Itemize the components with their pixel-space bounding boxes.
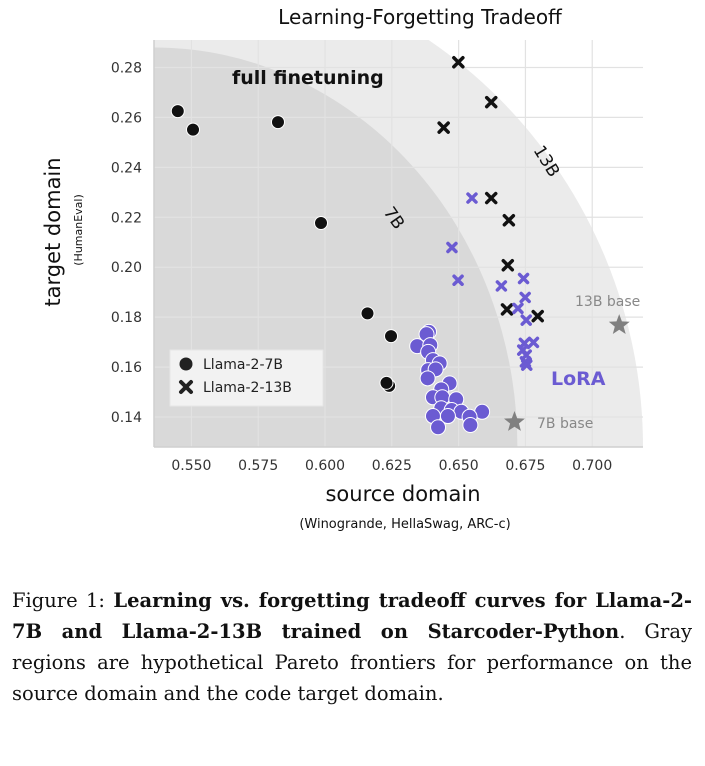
x-tick-label: 0.700 — [572, 458, 612, 474]
x-tick-label: 0.550 — [171, 458, 211, 474]
tradeoff-chart: Learning-Forgetting Tradeoff 0.550 0.575 0… — [41, 5, 643, 532]
full-finetuning-llama-2-7b-point — [360, 306, 375, 321]
lora-llama-2-13b-point — [521, 359, 533, 371]
annotation-full-finetuning: full finetuning — [232, 67, 384, 89]
lora-llama-2-13b-point — [495, 280, 508, 292]
full-finetuning-llama-2-13b-point — [502, 214, 516, 227]
figure-caption: Figure 1: Learning vs. forgetting tradeo… — [12, 585, 692, 709]
lora-llama-2-7b-point — [430, 419, 447, 436]
x-tick-label: 0.625 — [372, 458, 412, 474]
base-llama-2-7b-star-point — [504, 411, 525, 431]
legend-x-icon — [179, 380, 193, 394]
lora-llama-2-13b-point — [517, 272, 530, 285]
full-finetuning-llama-2-13b-point — [500, 303, 514, 316]
chart-title: Learning-Forgetting Tradeoff — [278, 5, 563, 29]
y-axis-label: target domain — [41, 157, 65, 306]
full-finetuning-llama-2-13b-point — [437, 121, 450, 134]
lora-llama-2-13b-point — [512, 302, 524, 315]
annotation-7b-base: 7B base — [537, 416, 593, 432]
caption-text: . Gray regions are hypothetical Pareto f… — [12, 620, 692, 705]
lora-llama-2-13b-point — [452, 274, 464, 286]
full-finetuning-llama-2-7b-point — [170, 104, 185, 119]
legend-label-13b: Llama-2-13B — [203, 380, 292, 396]
full-finetuning-llama-2-13b-point — [501, 258, 515, 272]
legend-circle-icon — [179, 357, 193, 371]
lora-llama-2-13b-point — [519, 291, 531, 304]
full-finetuning-llama-2-7b-point — [384, 329, 399, 344]
base-llama-2-13b-star-point — [608, 314, 630, 334]
x-tick-label: 0.600 — [305, 458, 345, 474]
x-tick-label: 0.650 — [439, 458, 479, 474]
y-tick-label: 0.22 — [111, 210, 142, 226]
y-tick-label: 0.14 — [111, 410, 142, 426]
full-finetuning-llama-2-13b-point — [531, 309, 544, 323]
x-axis-sublabel: (Winogrande, HellaSwag, ARC-c) — [299, 517, 510, 532]
y-tick-label: 0.16 — [111, 360, 142, 376]
y-tick-label: 0.28 — [111, 60, 142, 76]
lora-llama-2-13b-point — [527, 336, 540, 349]
y-tick-label: 0.20 — [111, 260, 142, 276]
full-finetuning-llama-2-7b-point — [379, 375, 394, 390]
x-tick-label: 0.675 — [505, 458, 545, 474]
full-finetuning-llama-2-7b-point — [186, 122, 201, 137]
x-tick-label: 0.575 — [238, 458, 278, 474]
full-finetuning-llama-2-13b-point — [452, 55, 465, 69]
full-finetuning-llama-2-7b-point — [314, 216, 329, 231]
y-tick-label: 0.26 — [111, 110, 142, 126]
annotation-13b-base: 13B base — [575, 294, 640, 310]
full-finetuning-llama-2-13b-point — [484, 191, 498, 205]
legend-label-7b: Llama-2-7B — [203, 357, 283, 373]
lora-llama-2-7b-point — [462, 417, 479, 434]
lora-llama-2-13b-point — [466, 192, 478, 204]
y-tick-label: 0.18 — [111, 310, 142, 326]
annotation-lora: LoRA — [551, 368, 606, 390]
lora-llama-2-13b-point — [520, 314, 532, 326]
y-axis-sublabel: (HumanEval) — [72, 194, 85, 266]
caption-bold: Learning vs. forgetting tradeoff curves … — [12, 589, 692, 643]
legend: Llama-2-7B Llama-2-13B — [169, 349, 324, 407]
full-finetuning-llama-2-7b-point — [270, 115, 285, 130]
x-axis-label: source domain — [325, 482, 480, 506]
lora-llama-2-7b-point — [439, 408, 456, 425]
lora-llama-2-7b-point — [419, 370, 436, 387]
y-tick-label: 0.24 — [111, 160, 142, 176]
caption-label: Figure 1: — [12, 589, 106, 612]
full-finetuning-llama-2-13b-point — [484, 95, 498, 109]
lora-llama-2-13b-point — [446, 241, 458, 254]
